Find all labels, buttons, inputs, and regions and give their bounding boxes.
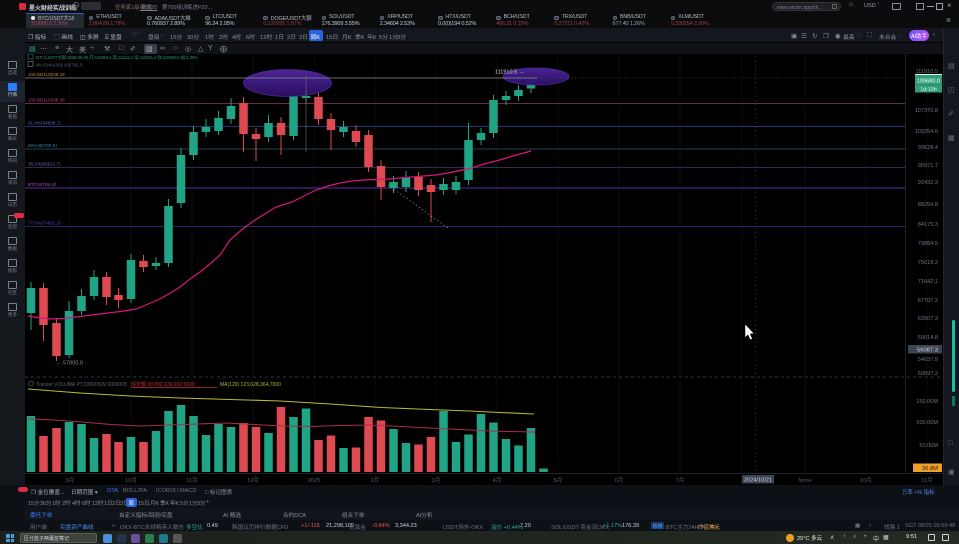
svg-text:107370.8: 107370.8 bbox=[915, 108, 938, 114]
svg-text:92432.3: 92432.3 bbox=[918, 180, 938, 186]
svg-text:100.00M: 100.00M bbox=[916, 420, 938, 426]
svg-text:BTC/USDT大额 2025-08-25 开:110283: BTC/USDT大额 2025-08-25 开:110283.4 高:11111… bbox=[36, 54, 199, 61]
svg-text:2025: 2025 bbox=[308, 478, 320, 484]
svg-text:109680.0: 109680.0 bbox=[917, 79, 940, 85]
svg-text:9月: 9月 bbox=[66, 477, 75, 484]
svg-text:5月: 5月 bbox=[554, 477, 563, 484]
svg-text:50%(90799.5): 50%(90799.5) bbox=[28, 143, 57, 148]
svg-text:6月: 6月 bbox=[615, 477, 624, 484]
svg-text:← 57000.0: ← 57000.0 bbox=[56, 361, 83, 367]
svg-text:3月: 3月 bbox=[432, 477, 441, 484]
svg-text:50697.2: 50697.2 bbox=[918, 371, 938, 377]
svg-text:71642.1: 71642.1 bbox=[918, 279, 938, 285]
svg-text:108.95/110038.18: 108.95/110038.18 bbox=[28, 72, 65, 77]
svg-text:95971.7: 95971.7 bbox=[918, 163, 938, 169]
svg-text:12月: 12月 bbox=[247, 477, 259, 484]
svg-text:79884.5: 79884.5 bbox=[918, 241, 938, 247]
svg-text:Transet VOLUMA.PT,03000SW 0000: Transet VOLUMA.PT,03000SW 0000003 bbox=[36, 382, 127, 388]
svg-text:MA(120) 123,628,364,7000: MA(120) 123,628,364,7000 bbox=[220, 382, 281, 388]
svg-text:4月: 4月 bbox=[493, 477, 502, 484]
svg-text:84175.3: 84175.3 bbox=[918, 222, 938, 228]
svg-text:1d:19h: 1d:19h bbox=[920, 87, 937, 93]
svg-text:7月: 7月 bbox=[676, 477, 685, 484]
svg-text:50.00M: 50.00M bbox=[919, 443, 938, 449]
svg-text:MA:EMA(30):109791.5: MA:EMA(30):109791.5 bbox=[36, 63, 83, 68]
svg-text:99628.4: 99628.4 bbox=[918, 145, 938, 151]
svg-text:10月: 10月 bbox=[860, 477, 872, 484]
svg-text:111910.5: 111910.5 bbox=[916, 69, 939, 75]
svg-text:BTC84759.10: BTC84759.10 bbox=[28, 182, 57, 187]
svg-text:成交额:30,090,139,032.5600: 成交额:30,090,139,032.5600 bbox=[131, 381, 195, 388]
svg-text:75618.2: 75618.2 bbox=[918, 260, 938, 266]
svg-text:88254.8: 88254.8 bbox=[918, 202, 938, 208]
svg-text:2月: 2月 bbox=[371, 477, 380, 484]
svg-text:11月: 11月 bbox=[186, 477, 197, 484]
svg-text:2024/10/21: 2024/10/21 bbox=[744, 478, 772, 484]
svg-text:10月: 10月 bbox=[125, 477, 137, 484]
svg-text:36.8M: 36.8M bbox=[922, 466, 938, 472]
svg-text:59014.8: 59014.8 bbox=[918, 335, 938, 341]
svg-text:77.8%(74662.3): 77.8%(74662.3) bbox=[28, 221, 61, 226]
svg-text:None: None bbox=[798, 478, 811, 484]
svg-text:111910.5 →: 111910.5 → bbox=[495, 70, 524, 76]
svg-text:11月: 11月 bbox=[921, 477, 932, 484]
svg-text:103254.6: 103254.6 bbox=[915, 129, 938, 135]
svg-text:63007.3: 63007.3 bbox=[918, 316, 938, 322]
svg-text:67707.2: 67707.2 bbox=[918, 298, 938, 304]
svg-text:38.2%(86612.7): 38.2%(86612.7) bbox=[28, 162, 61, 167]
svg-text:150.00M: 150.00M bbox=[916, 399, 938, 405]
svg-text:108.95/110038.45: 108.95/110038.45 bbox=[28, 98, 65, 103]
svg-text:54037.9: 54037.9 bbox=[918, 357, 938, 363]
svg-text:56087.3: 56087.3 bbox=[917, 348, 938, 354]
svg-text:91.8%(94908.1): 91.8%(94908.1) bbox=[28, 121, 61, 126]
